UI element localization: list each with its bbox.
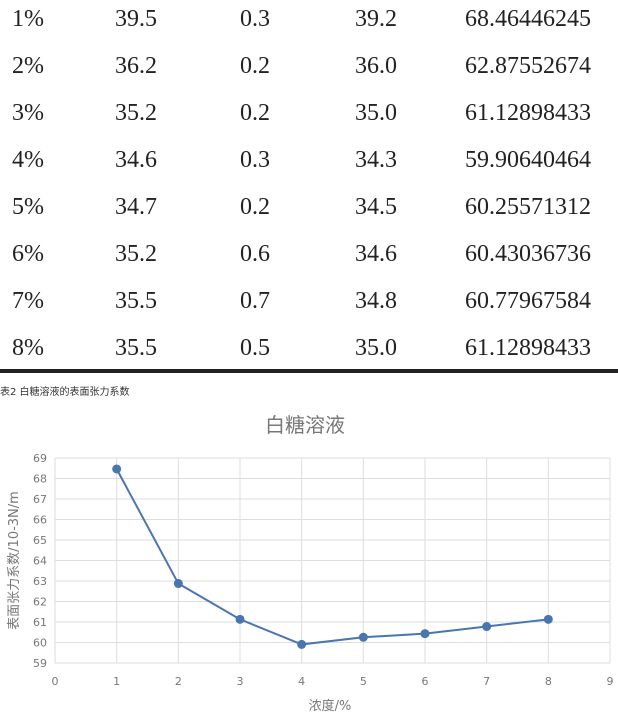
table-cell: 36.0: [355, 53, 397, 79]
x-tick-label: 7: [483, 675, 490, 688]
table-row: 3% 35.2 0.2 35.0 61.12898433: [0, 94, 618, 141]
table-cell: 34.6: [355, 241, 397, 267]
y-tick-label: 60: [33, 637, 47, 650]
x-axis-label: 浓度/%: [309, 698, 352, 714]
data-point: [358, 632, 368, 642]
table-bottom-rule: [0, 369, 618, 373]
table-cell: 60.43036736: [465, 241, 591, 267]
data-point: [420, 629, 430, 639]
table-row: 8% 35.5 0.5 35.0 61.12898433: [0, 329, 618, 376]
data-point: [112, 464, 122, 474]
table-cell: 34.5: [355, 194, 397, 220]
table-cell: 0.2: [240, 100, 270, 126]
x-tick-label: 2: [175, 675, 182, 688]
table-cell: 61.12898433: [465, 100, 591, 126]
table-cell: 35.5: [115, 288, 157, 314]
x-tick-label: 8: [545, 675, 552, 688]
table-cell: 0.2: [240, 194, 270, 220]
data-point: [543, 614, 553, 624]
table-cell: 35.2: [115, 241, 157, 267]
table-cell: 35.5: [115, 335, 157, 361]
table-cell: 39.5: [115, 6, 157, 32]
table-row: 4% 34.6 0.3 34.3 59.90640464: [0, 141, 618, 188]
table-cell: 0.3: [240, 6, 270, 32]
table-cell: 61.12898433: [465, 335, 591, 361]
y-tick-label: 59: [33, 657, 47, 670]
table-cell: 2%: [12, 53, 44, 79]
x-tick-label: 1: [113, 675, 120, 688]
table-row: 7% 35.5 0.7 34.8 60.77967584: [0, 282, 618, 329]
data-line: [115, 468, 549, 646]
table-caption: 表2 白糖溶液的表面张力系数: [0, 387, 130, 398]
data-point: [173, 579, 183, 589]
table-cell: 34.8: [355, 288, 397, 314]
y-tick-label: 62: [33, 596, 47, 609]
table-row: 5% 34.7 0.2 34.5 60.25571312: [0, 188, 618, 235]
table-cell: 34.6: [115, 147, 157, 173]
table-cell: 0.7: [240, 288, 270, 314]
y-axis-label: 表面张力系数/10-3N/m: [7, 491, 22, 630]
table-cell: 35.0: [355, 335, 397, 361]
table-cell: 0.2: [240, 53, 270, 79]
data-point: [297, 639, 307, 649]
y-tick-label: 65: [33, 534, 47, 547]
table-cell: 5%: [12, 194, 44, 220]
x-tick-label: 6: [422, 675, 429, 688]
table-row: 2% 36.2 0.2 36.0 62.87552674: [0, 47, 618, 94]
table-cell: 60.77967584: [465, 288, 591, 314]
data-point: [482, 622, 492, 632]
table-cell: 1%: [12, 6, 44, 32]
table-row: 6% 35.2 0.6 34.6 60.43036736: [0, 235, 618, 282]
table-cell: 0.3: [240, 147, 270, 173]
x-tick-label: 5: [360, 675, 367, 688]
x-tick-label: 3: [237, 675, 244, 688]
x-tick-label: 4: [298, 675, 305, 688]
table-cell: 34.7: [115, 194, 157, 220]
table-cell: 36.2: [115, 53, 157, 79]
table-cell: 7%: [12, 288, 44, 314]
table-cell: 35.2: [115, 100, 157, 126]
table-cell: 8%: [12, 335, 44, 361]
table-cell: 0.6: [240, 241, 270, 267]
chart-title: 白糖溶液: [265, 413, 345, 437]
table-cell: 59.90640464: [465, 147, 591, 173]
y-tick-label: 61: [33, 616, 47, 629]
x-tick-label: 0: [52, 675, 59, 688]
table-row: 1% 39.5 0.3 39.2 68.46446245: [0, 0, 618, 47]
table-cell: 3%: [12, 100, 44, 126]
x-tick-label: 9: [607, 675, 614, 688]
y-tick-label: 64: [33, 555, 47, 568]
table-cell: 68.46446245: [465, 6, 591, 32]
y-tick-label: 68: [33, 473, 47, 486]
data-point: [235, 614, 245, 624]
table-cell: 4%: [12, 147, 44, 173]
table-cell: 35.0: [355, 100, 397, 126]
table-cell: 60.25571312: [465, 194, 591, 220]
y-tick-label: 63: [33, 575, 47, 588]
table-cell: 0.5: [240, 335, 270, 361]
y-tick-label: 69: [33, 452, 47, 465]
table-cell: 62.87552674: [465, 53, 591, 79]
table-cell: 34.3: [355, 147, 397, 173]
table-cell: 6%: [12, 241, 44, 267]
y-tick-label: 66: [33, 514, 47, 527]
table-cell: 39.2: [355, 6, 397, 32]
y-tick-label: 67: [33, 493, 47, 506]
